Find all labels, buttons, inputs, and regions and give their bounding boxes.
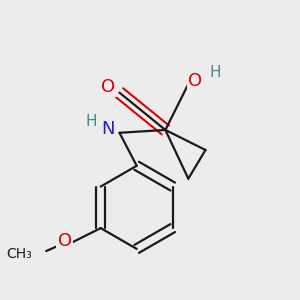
Text: O: O bbox=[101, 78, 115, 96]
Text: H: H bbox=[210, 65, 221, 80]
Text: O: O bbox=[188, 72, 203, 90]
Text: H: H bbox=[85, 114, 97, 129]
Text: CH₃: CH₃ bbox=[6, 247, 32, 261]
Text: O: O bbox=[58, 232, 72, 250]
Text: N: N bbox=[101, 119, 115, 137]
